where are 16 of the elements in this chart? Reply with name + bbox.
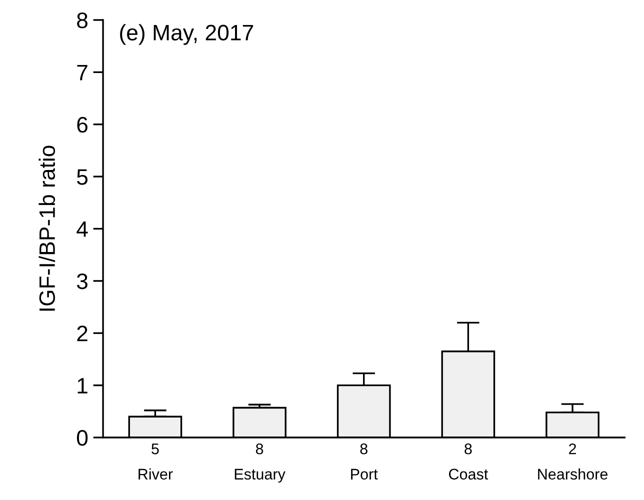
x-tick-label: 2 Nearshore — [538, 443, 608, 480]
y-tick-label: 6 — [77, 116, 88, 133]
x-tick-label: 8 Estuary — [234, 443, 286, 483]
y-axis-title: IGF-I/BP-1b ratio — [38, 146, 56, 311]
x-tick-label: 8 Coast — [449, 443, 488, 480]
x-tick-label: 8 Port — [351, 443, 378, 480]
y-tick-label: 3 — [76, 273, 88, 290]
chart-title: (e) May, 2017 — [120, 24, 254, 45]
y-tick-label: 2 — [77, 326, 88, 342]
y-tick-label: 0 — [76, 430, 88, 446]
y-tick-label: 4 — [76, 222, 88, 237]
y-tick-label: 8 — [77, 12, 88, 28]
y-tick-label: 5 — [76, 169, 88, 185]
y-tick-label: 7 — [77, 64, 88, 80]
x-tick-label: 5 River — [138, 444, 173, 480]
y-tick-label: 1 — [78, 378, 88, 394]
